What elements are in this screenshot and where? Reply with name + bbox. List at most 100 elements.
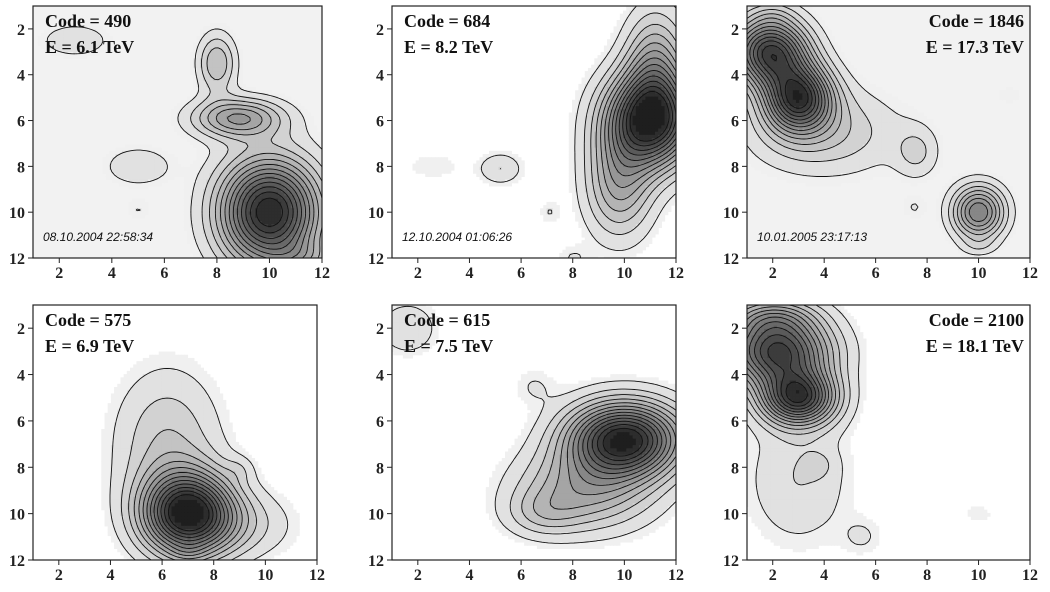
x-tick-label: 8: [569, 567, 577, 584]
contour-level-13: [629, 91, 670, 142]
contour-level-11: [622, 80, 676, 151]
y-tick-label: 2: [17, 22, 25, 39]
contour-level-5: [747, 306, 836, 427]
timestamp-label: 10.01.2005 23:17:13: [757, 230, 867, 244]
contour-level-9: [749, 33, 823, 124]
y-tick-label: 8: [731, 460, 739, 477]
panel-4: 2 4 6 8 10 12 2 4 6 8 10 12 Code = 575 E = 6.9 TeV: [9, 304, 325, 584]
code-label: Code = 615: [404, 310, 490, 330]
contour-level-3: [590, 23, 676, 223]
timestamp-label: 12.10.2004 01:06:26: [402, 230, 512, 244]
x-tick-label: 8: [210, 567, 218, 584]
y-tick-label: 10: [723, 507, 739, 524]
y-tick-label: 12: [368, 553, 384, 570]
contour-level-6: [747, 21, 993, 227]
density-fill: [101, 351, 300, 560]
x-tick-label: 12: [314, 265, 330, 282]
code-label: Code = 2100: [929, 310, 1024, 330]
x-tick-label: 10: [616, 567, 632, 584]
x-tick-label: 6: [872, 567, 880, 584]
contour-level-3: [747, 9, 1005, 242]
contour-level-10: [157, 483, 222, 542]
contour-level-10: [753, 327, 820, 413]
energy-label: E = 6.9 TeV: [45, 336, 134, 356]
x-tick-label: 4: [820, 265, 828, 282]
contour-level-4: [595, 33, 676, 212]
x-tick-label: 6: [160, 265, 168, 282]
contour-level-4: [747, 13, 1001, 236]
x-tick-label: 2: [55, 265, 63, 282]
y-tick-label: 12: [368, 251, 384, 268]
x-tick-label: 12: [1022, 265, 1038, 282]
contour-level-9: [153, 479, 225, 545]
y-tick-label: 10: [9, 205, 25, 222]
panel-6: 2 4 6 8 10 12 2 4 6 8 10 12 Code = 2100 E = 18.1 TeV: [723, 304, 1038, 584]
contour-level-9: [615, 69, 676, 161]
x-tick-label: 4: [106, 567, 114, 584]
x-tick-label: 12: [668, 567, 684, 584]
y-tick-label: 4: [17, 68, 25, 85]
contour-level-10: [241, 181, 298, 245]
contour-level-8: [747, 29, 826, 128]
plot-frame: [391, 5, 677, 259]
contour-lines: [109, 368, 289, 560]
y-tick-label: 2: [376, 22, 384, 39]
contour-lines: [747, 305, 871, 546]
y-tick-label: 4: [17, 368, 25, 385]
contour-level-1: [480, 6, 676, 258]
contour-level-1: [392, 305, 676, 544]
y-tick-label: 12: [9, 553, 25, 570]
contour-level-7: [146, 471, 233, 553]
contour-level-8: [232, 172, 307, 256]
contour-lines: [747, 6, 1016, 256]
y-tick-label: 6: [731, 414, 739, 431]
contour-level-3: [521, 394, 676, 528]
contour-level-5: [215, 108, 319, 258]
y-tick-label: 4: [376, 368, 384, 385]
contour-level-12: [625, 85, 673, 147]
contour-level-6: [604, 50, 676, 188]
contour-level-1: [109, 368, 289, 560]
x-tick-label: 10: [257, 567, 273, 584]
timestamp-label: 08.10.2004 22:58:34: [43, 230, 153, 244]
y-tick-label: 6: [17, 414, 25, 431]
panel-5: 2 4 6 8 10 12 2 4 6 8 10 12 Code = 615 E = 7.5 TeV: [368, 304, 684, 584]
energy-label: E = 8.2 TeV: [404, 37, 493, 57]
y-tick-label: 2: [731, 321, 739, 338]
code-label: Code = 575: [45, 310, 131, 330]
x-tick-label: 10: [261, 265, 277, 282]
contour-level-6: [142, 467, 238, 557]
x-tick-label: 8: [923, 265, 931, 282]
x-tick-label: 2: [769, 567, 777, 584]
x-tick-label: 10: [971, 265, 987, 282]
y-tick-label: 4: [731, 68, 739, 85]
y-tick-label: 8: [17, 159, 25, 176]
contour-level-9: [748, 321, 823, 415]
x-tick-label: 4: [465, 567, 473, 584]
contour-level-13: [785, 381, 808, 403]
y-tick-label: 12: [723, 553, 739, 570]
contour-level-8: [577, 411, 667, 480]
contour-level-10: [587, 417, 658, 470]
contour-level-13: [167, 494, 210, 532]
panel-2: 2 4 6 8 10 12 2 4 6 8 10 12 Code = 684 E = 8.2 TeV 12.…: [368, 5, 684, 282]
contour-level-5: [138, 460, 243, 560]
energy-label: E = 17.3 TeV: [926, 37, 1024, 57]
contour-level-4: [133, 451, 249, 560]
x-tick-label: 10: [971, 567, 987, 584]
contour-level-11: [591, 420, 654, 466]
x-tick-label: 6: [158, 567, 166, 584]
contour-level-12: [164, 490, 214, 535]
x-tick-label: 8: [923, 567, 931, 584]
contour-level-1: [46, 26, 322, 258]
x-tick-label: 8: [569, 265, 577, 282]
y-tick-label: 2: [376, 321, 384, 338]
contour-level-3: [199, 47, 322, 258]
contour-level-6: [566, 405, 676, 496]
contour-level-2: [120, 397, 269, 560]
x-tick-label: 6: [872, 265, 880, 282]
y-tick-label: 6: [731, 114, 739, 131]
contour-level-2: [190, 38, 322, 258]
y-tick-label: 8: [376, 159, 384, 176]
